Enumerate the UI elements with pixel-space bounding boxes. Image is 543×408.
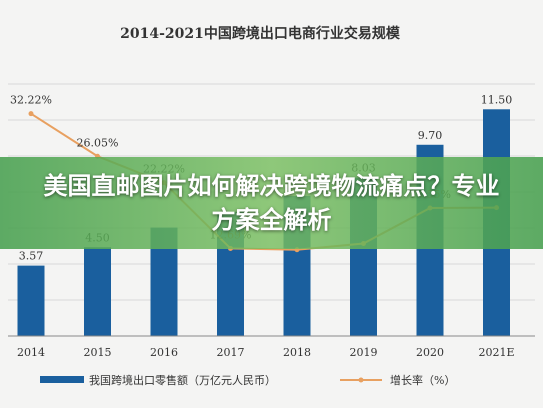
- line-value-label: 26.05%: [77, 136, 119, 149]
- x-axis: 2014 2015 2016 2017 2018 2019 2020 2021E: [8, 335, 535, 359]
- x-tick-label: 2015: [84, 346, 112, 359]
- bar-value-label: 11.50: [481, 93, 513, 106]
- headline-banner: 美国直邮图片如何解决跨境物流痛点？专业方案全解析: [0, 157, 543, 249]
- bar-value-label: 9.70: [418, 129, 443, 142]
- x-tick-label: 2021E: [478, 346, 514, 359]
- line-value-label: 32.22%: [10, 94, 52, 107]
- legend-line-marker: [358, 377, 364, 383]
- x-tick-label: 2019: [350, 346, 378, 359]
- x-tick-label: 2018: [283, 346, 311, 359]
- headline-text: 美国直邮图片如何解决跨境物流痛点？专业方案全解析: [43, 172, 500, 234]
- x-tick-label: 2020: [416, 346, 444, 359]
- bar: [17, 265, 45, 336]
- chart-legend: 我国跨境出口零售额（万亿元人民币） 增长率（%）: [40, 373, 455, 387]
- x-tick-label: 2017: [217, 346, 245, 359]
- x-tick-label: 2016: [150, 346, 178, 359]
- bar-value-label: 3.57: [19, 250, 44, 263]
- legend-bar-label: 我国跨境出口零售额（万亿元人民币）: [89, 373, 276, 387]
- bar: [84, 247, 111, 336]
- line-point: [28, 111, 34, 117]
- legend-bar-swatch: [40, 376, 84, 383]
- chart-title: 2014-2021中国跨境出口电商行业交易规模: [120, 25, 401, 42]
- x-tick-label: 2014: [17, 346, 45, 359]
- legend-line-label: 增长率（%）: [390, 373, 455, 387]
